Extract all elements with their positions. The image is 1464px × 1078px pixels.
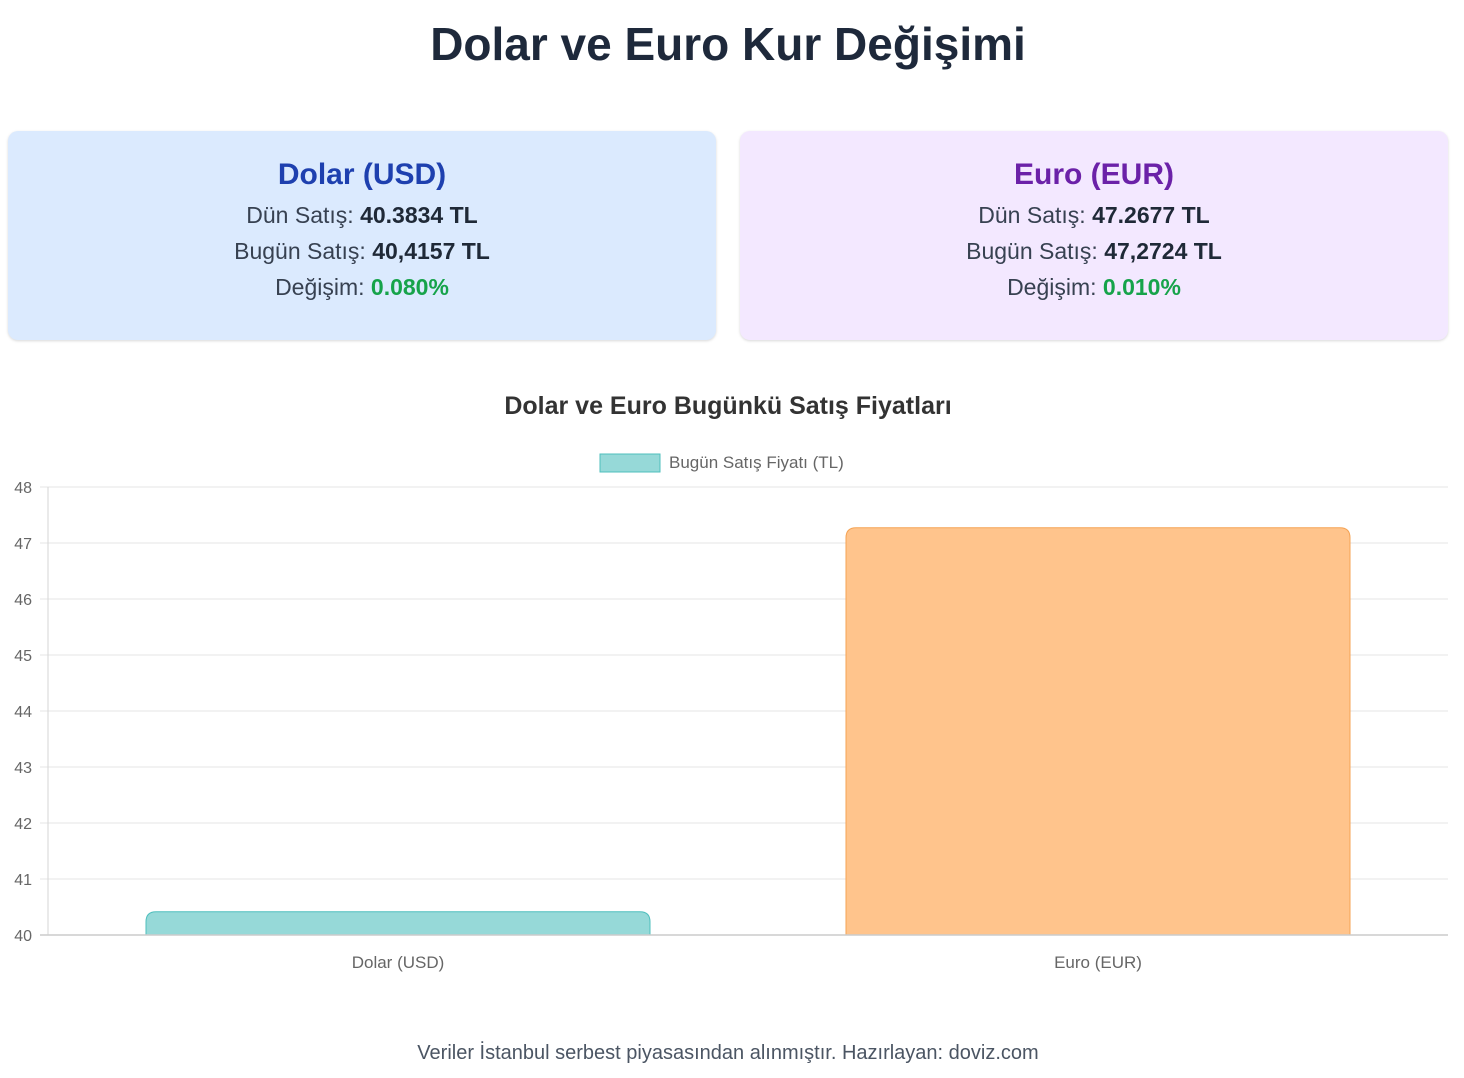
bar-chart: Bugün Satış Fiyatı (TL) 48 47 46 45 44 43 42 41 4… <box>14 453 1448 972</box>
usd-change-value: 0.080% <box>370 274 449 300</box>
usd-yesterday-line: Dün Satış: 40.3834 TL <box>8 197 716 233</box>
legend-swatch <box>599 453 661 473</box>
bar-1 <box>845 527 1351 936</box>
chart-title: Dolar ve Euro Bugünkü Satış Fiyatları <box>504 392 952 420</box>
eur-yesterday-value: 47.2677 TL <box>1092 202 1210 228</box>
y-tick-label: 45 <box>14 648 32 665</box>
bar-0 <box>145 911 651 936</box>
y-tick-label: 44 <box>14 704 32 721</box>
y-tick-label: 41 <box>14 872 32 889</box>
eur-yesterday-label: Dün Satış: <box>978 202 1086 228</box>
footer-note: Veriler İstanbul serbest piyasasından al… <box>417 1042 1039 1064</box>
page-title: Dolar ve Euro Kur Değişimi <box>430 18 1026 70</box>
y-tick-label: 43 <box>14 760 32 777</box>
legend-label: Bugün Satış Fiyatı (TL) <box>669 453 844 472</box>
x-tick-label: Dolar (USD) <box>352 953 445 972</box>
usd-today-line: Bugün Satış: 40,4157 TL <box>8 233 716 269</box>
y-tick-label: 40 <box>14 928 32 945</box>
y-tick-label: 46 <box>14 592 32 609</box>
eur-today-value: 47,2724 TL <box>1104 238 1222 264</box>
x-tick-label: Euro (EUR) <box>1054 953 1142 972</box>
usd-card: Dolar (USD) Dün Satış: 40.3834 TL Bugün … <box>8 131 716 340</box>
usd-card-title: Dolar (USD) <box>277 158 447 191</box>
usd-yesterday-value: 40.3834 TL <box>360 202 478 228</box>
eur-change-line: Değişim: 0.010% <box>740 269 1448 305</box>
eur-today-label: Bugün Satış: <box>966 238 1098 264</box>
eur-change-label: Değişim: <box>1007 274 1097 300</box>
eur-card: Euro (EUR) Dün Satış: 47.2677 TL Bugün S… <box>740 131 1448 340</box>
y-tick-label: 42 <box>14 816 32 833</box>
usd-today-value: 40,4157 TL <box>372 238 490 264</box>
y-tick-label: 48 <box>14 480 32 497</box>
usd-change-label: Değişim: <box>275 274 365 300</box>
usd-change-line: Değişim: 0.080% <box>8 269 716 305</box>
eur-yesterday-line: Dün Satış: 47.2677 TL <box>740 197 1448 233</box>
eur-today-line: Bugün Satış: 47,2724 TL <box>740 233 1448 269</box>
usd-today-label: Bugün Satış: <box>234 238 366 264</box>
usd-yesterday-label: Dün Satış: <box>246 202 354 228</box>
eur-card-title: Euro (EUR) <box>1014 158 1174 191</box>
eur-change-value: 0.010% <box>1102 274 1181 300</box>
y-tick-label: 47 <box>14 536 32 553</box>
